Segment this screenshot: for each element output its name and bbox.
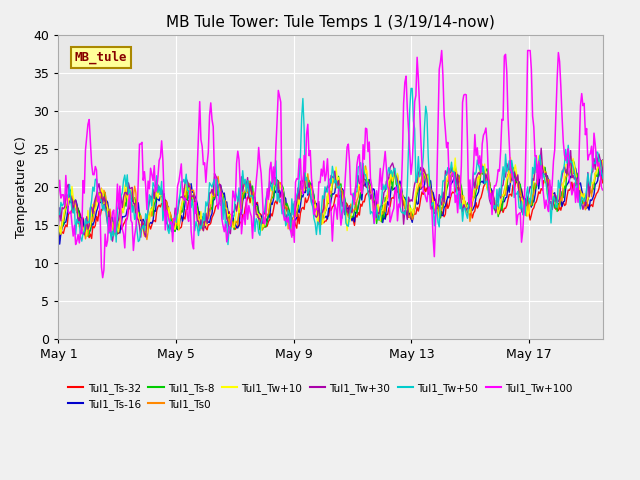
Text: MB_tule: MB_tule — [75, 50, 127, 64]
Legend: Tul1_Ts-32, Tul1_Ts-16, Tul1_Ts-8, Tul1_Ts0, Tul1_Tw+10, Tul1_Tw+30, Tul1_Tw+50,: Tul1_Ts-32, Tul1_Ts-16, Tul1_Ts-8, Tul1_… — [63, 379, 577, 414]
Y-axis label: Temperature (C): Temperature (C) — [15, 136, 28, 238]
Title: MB Tule Tower: Tule Temps 1 (3/19/14-now): MB Tule Tower: Tule Temps 1 (3/19/14-now… — [166, 15, 495, 30]
